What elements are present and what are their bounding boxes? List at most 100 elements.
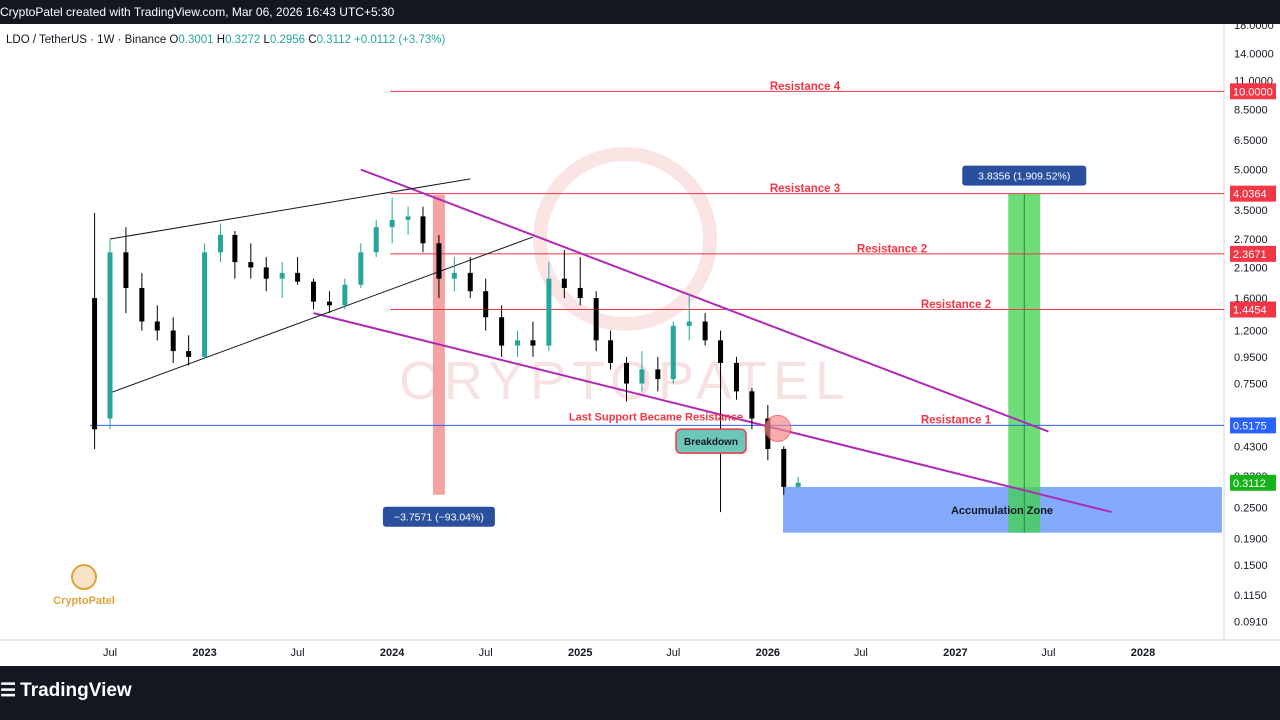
- candle-body: [451, 272, 457, 279]
- watermark-text: CRYPTOPATEL: [399, 351, 851, 411]
- price-tick-label: 0.0910: [1234, 617, 1268, 629]
- price-chart[interactable]: CRYPTOPATELCryptoPatel Resistance 4Resis…: [0, 20, 1280, 666]
- candle-body: [702, 321, 708, 341]
- price-tick-label: 1.2000: [1234, 326, 1268, 338]
- footer-bar: [0, 666, 1280, 720]
- price-level-badge: [1230, 83, 1276, 100]
- candle-body: [311, 281, 317, 302]
- candle-body: [358, 252, 364, 285]
- time-tick-label: 2027: [943, 647, 967, 659]
- symbol-legend: LDO / TetherUS · 1W · Binance O0.3001 H0…: [6, 34, 445, 46]
- candle-body: [279, 272, 285, 279]
- symbol-title[interactable]: LDO / TetherUS · 1W · Binance: [6, 34, 167, 46]
- time-tick-label: 2024: [380, 647, 405, 659]
- candle-body: [92, 298, 98, 430]
- breakdown-callout-box: [675, 428, 747, 454]
- low-label: L: [263, 34, 270, 46]
- price-tick-label: 2.1000: [1234, 262, 1268, 274]
- time-tick-label: Jul: [479, 647, 493, 659]
- attribution-text: CryptoPatel created with TradingView.com…: [0, 5, 395, 19]
- candle-body: [483, 291, 489, 318]
- drop-measure-label-box: [382, 506, 495, 527]
- time-tick-label: 2028: [1131, 647, 1155, 659]
- high-value: 0.3272: [225, 34, 261, 46]
- resistance-label: Resistance 1: [921, 415, 992, 427]
- time-axis[interactable]: Jul 2023 Jul 2024 Jul 2025 Jul 2026 Jul 2027 Jul 20…: [103, 647, 1155, 659]
- candle-body: [186, 351, 192, 357]
- candle-body: [593, 298, 599, 341]
- annotations: Resistance 4 Resistance 3 Resistance 2 Resi…: [382, 81, 1087, 527]
- price-level-badge-label: 2.3671: [1233, 249, 1267, 261]
- grid: [0, 24, 1280, 641]
- candle-body: [263, 267, 269, 279]
- open-label: O: [169, 34, 179, 46]
- wedge-lower-line: [109, 236, 534, 394]
- resistance-label: Resistance 2: [921, 299, 991, 311]
- candle-body: [342, 284, 348, 306]
- candle-body: [107, 252, 113, 419]
- last-support-label: Last Support Became Resistance: [569, 412, 743, 424]
- candle-body: [795, 482, 801, 487]
- time-tick-label: Jul: [854, 647, 868, 659]
- close-label: C: [308, 34, 317, 46]
- drop-measure-label: −3.7571 (−93.04%): [394, 512, 484, 524]
- price-level-badge-label: 10.0000: [1233, 86, 1273, 98]
- wedge-upper-line: [109, 178, 471, 240]
- target-measure-label-box: [962, 165, 1087, 186]
- candle-body: [655, 369, 661, 380]
- candle-body: [295, 272, 301, 282]
- tradingview-logo[interactable]: ☰ TradingView: [0, 680, 132, 702]
- price-axis[interactable]: 18.000014.000011.00008.50006.50005.00003…: [1230, 20, 1276, 629]
- resistance-label: Resistance 2: [857, 244, 927, 256]
- candle-body: [733, 362, 739, 392]
- price-level-badge: [1230, 185, 1276, 202]
- cryptopatel-logo-icon: [71, 564, 97, 590]
- channel-upper-line: [360, 168, 1049, 433]
- chart-area[interactable]: CRYPTOPATELCryptoPatel Resistance 4Resis…: [0, 20, 1280, 666]
- candle-body: [670, 325, 676, 380]
- target-measure-label: 3.8356 (1,909.52%): [978, 171, 1070, 183]
- price-tick-label: 0.1500: [1234, 560, 1268, 572]
- candles: [92, 197, 801, 513]
- candle-body: [624, 362, 629, 384]
- resistance-label: Resistance 3: [770, 183, 840, 195]
- price-tick-label: 14.0000: [1234, 48, 1274, 60]
- open-value: 0.3001: [178, 34, 214, 46]
- candle-body: [499, 317, 505, 346]
- accumulation-zone-label: Accumulation Zone: [951, 505, 1053, 517]
- candle-body: [436, 243, 442, 279]
- price-tick-label: 0.9500: [1234, 352, 1268, 364]
- price-tick-label: 0.4300: [1234, 441, 1268, 453]
- candle-body: [561, 278, 567, 288]
- price-level-badge: [1230, 301, 1276, 318]
- candle-body: [170, 330, 176, 352]
- candle-body: [373, 227, 379, 253]
- candle-body: [515, 340, 521, 346]
- candle-body: [405, 216, 411, 220]
- high-label: H: [216, 34, 226, 46]
- channel-lower-line: [313, 312, 1112, 514]
- price-tick-label: 6.5000: [1234, 135, 1268, 147]
- price-level-badge-label: 0.5175: [1233, 420, 1267, 432]
- candle-body: [608, 340, 614, 363]
- price-tick-label: 2.7000: [1234, 234, 1268, 246]
- close-value: 0.3112: [316, 34, 351, 46]
- price-tick-label: 0.1900: [1234, 533, 1268, 545]
- low-value: 0.2956: [269, 34, 306, 46]
- last-price-badge: [1230, 474, 1276, 491]
- candle-body: [639, 369, 645, 384]
- candle-body: [389, 219, 395, 228]
- time-tick-label: Jul: [103, 647, 117, 659]
- candle-body: [217, 234, 223, 253]
- change-value: +0.0112 (+3.73%): [354, 34, 446, 46]
- candle-body: [154, 321, 160, 331]
- candle-body: [202, 252, 208, 357]
- candle-body: [546, 278, 552, 346]
- tradingview-icon: ☰: [0, 680, 16, 700]
- candle-body: [420, 216, 426, 244]
- price-tick-label: 5.0000: [1234, 165, 1268, 177]
- time-tick-label: Jul: [291, 647, 305, 659]
- resistance-label: Resistance 4: [770, 81, 841, 93]
- accumulation-zone-box: [783, 486, 1222, 533]
- time-tick-label: Jul: [1041, 647, 1055, 659]
